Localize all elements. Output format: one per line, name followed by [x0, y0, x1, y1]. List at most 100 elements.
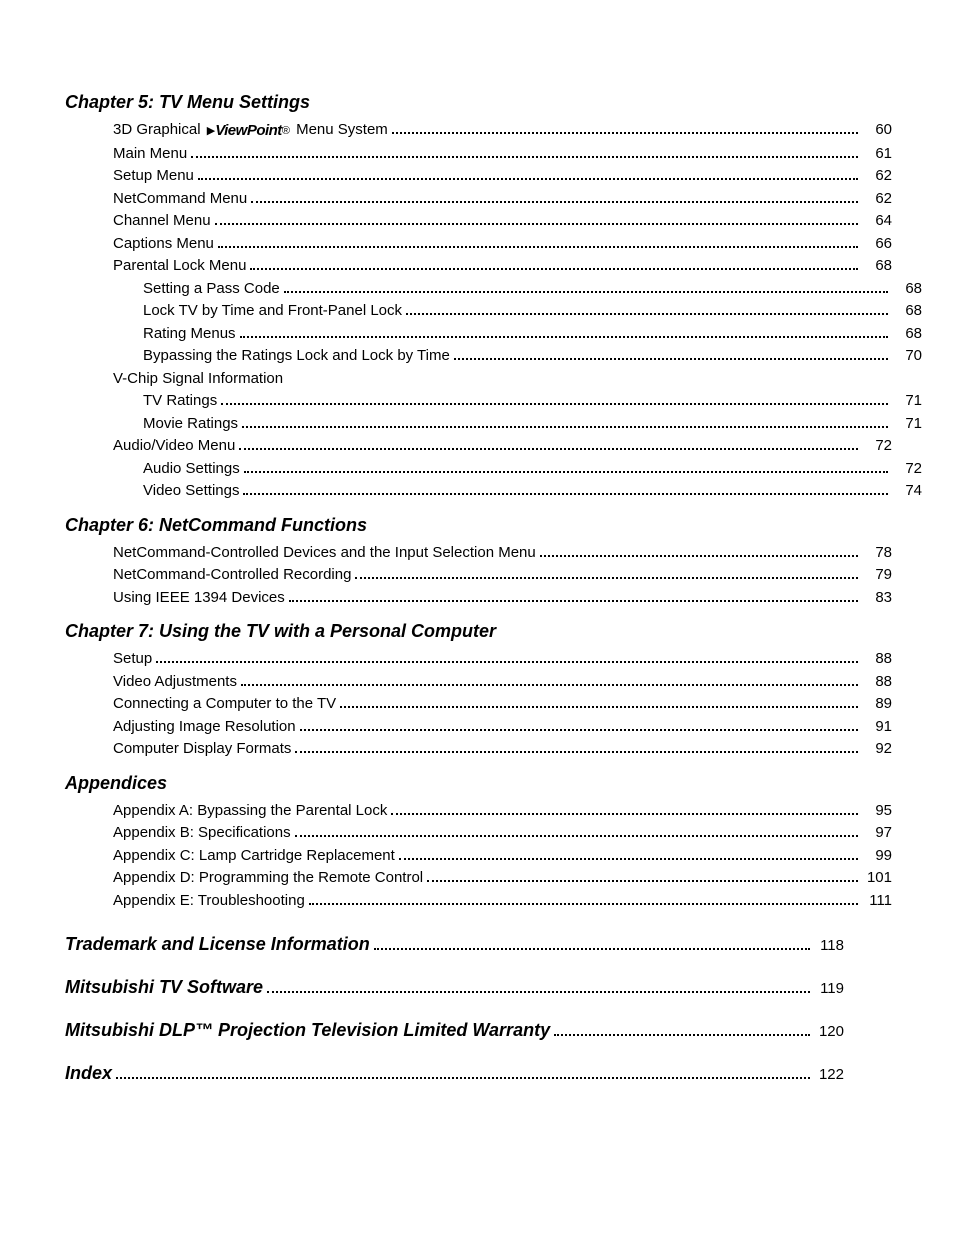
toc-entry: NetCommand-Controlled Recording 79 — [113, 564, 892, 587]
toc-entry-label: Audio Settings — [143, 458, 240, 481]
section-heading: Mitsubishi TV Software — [65, 977, 263, 998]
toc-entry-label: Audio/Video Menu — [113, 435, 235, 458]
toc-entry-page: 62 — [862, 188, 892, 211]
toc-entry-page: 71 — [892, 413, 922, 436]
toc-entry-page: 68 — [862, 255, 892, 278]
viewpoint-logo: ▶ViewPoint® — [207, 120, 290, 143]
triangle-icon: ▶ — [207, 123, 215, 140]
leader-dots — [243, 480, 888, 495]
leader-dots — [156, 648, 858, 663]
toc-entry: Rating Menus 68 — [143, 323, 922, 346]
toc-entry-page: 62 — [862, 165, 892, 188]
toc-entry-label: Appendix E: Troubleshooting — [113, 890, 305, 913]
toc-entry: Setup88 — [113, 648, 892, 671]
toc-entry-label: Bypassing the Ratings Lock and Lock by T… — [143, 345, 450, 368]
toc-entry-label: Appendix D: Programming the Remote Contr… — [113, 867, 423, 890]
chapter-heading: Appendices — [65, 773, 844, 794]
leader-dots — [267, 977, 810, 993]
toc-entry-page: 66 — [862, 233, 892, 256]
leader-dots — [309, 890, 858, 905]
registered-symbol: ® — [282, 123, 290, 140]
toc-entry-page: 88 — [862, 648, 892, 671]
toc-entry: Computer Display Formats92 — [113, 738, 892, 761]
toc-entry-page: 101 — [862, 867, 892, 890]
toc-entry-page: 60 — [862, 119, 892, 142]
toc-entry: Bypassing the Ratings Lock and Lock by T… — [143, 345, 922, 368]
section-page: 120 — [814, 1023, 844, 1040]
leader-dots — [540, 542, 858, 557]
toc-entry-label: Appendix B: Specifications — [113, 822, 291, 845]
toc-entry: Using IEEE 1394 Devices83 — [113, 587, 892, 610]
toc-section-entry: Trademark and License Information118 — [65, 934, 844, 955]
leader-dots — [295, 738, 858, 753]
toc-entry: Setting a Pass Code68 — [143, 278, 922, 301]
toc-entry: V-Chip Signal Information — [113, 368, 892, 391]
document-page: Chapter 5: TV Menu Settings3D Graphical … — [0, 0, 954, 1235]
toc-entry: Appendix C: Lamp Cartridge Replacement99 — [113, 845, 892, 868]
toc-entry: Parental Lock Menu68 — [113, 255, 892, 278]
toc-entry-label: Setup Menu — [113, 165, 194, 188]
toc-entry-page: 79 — [862, 564, 892, 587]
toc-entry: NetCommand-Controlled Devices and the In… — [113, 542, 892, 565]
toc-entry: Lock TV by Time and Front-Panel Lock68 — [143, 300, 922, 323]
toc-entry-label: Channel Menu — [113, 210, 211, 233]
toc-entry-page: 88 — [862, 671, 892, 694]
leader-dots — [242, 413, 888, 428]
toc-entry-label: NetCommand Menu — [113, 188, 247, 211]
toc-entry-page: 68 — [892, 323, 922, 346]
toc-entry: Movie Ratings71 — [143, 413, 922, 436]
logo-text: ViewPoint — [215, 120, 282, 143]
leader-dots — [241, 671, 858, 686]
toc-entry-page: 91 — [862, 716, 892, 739]
section-page: 119 — [814, 980, 844, 997]
section-heading: Index — [65, 1063, 112, 1084]
toc-entry-label: TV Ratings — [143, 390, 217, 413]
toc-section-entry: Index 122 — [65, 1063, 844, 1084]
toc-entry-label: Connecting a Computer to the TV — [113, 693, 336, 716]
toc-section-entry: Mitsubishi DLP™ Projection Television Li… — [65, 1020, 844, 1041]
toc-entry: Appendix D: Programming the Remote Contr… — [113, 867, 892, 890]
toc-entry-page: 68 — [892, 278, 922, 301]
leader-dots — [399, 845, 858, 860]
toc-entry-label: NetCommand-Controlled Recording — [113, 564, 351, 587]
leader-dots — [239, 435, 858, 450]
toc-entry-label: Main Menu — [113, 143, 187, 166]
toc-entry-page: 70 — [892, 345, 922, 368]
toc-entry-label: Video Settings — [143, 480, 239, 503]
toc-entry-page: 78 — [862, 542, 892, 565]
toc-entry: TV Ratings 71 — [143, 390, 922, 413]
toc-entry-page: 68 — [892, 300, 922, 323]
toc-entry-page: 74 — [892, 480, 922, 503]
toc-entry: Video Adjustments88 — [113, 671, 892, 694]
toc-entry: 3D Graphical ▶ViewPoint® Menu System60 — [113, 119, 892, 143]
toc-entry-page: 64 — [862, 210, 892, 233]
toc-entry: Audio/Video Menu 72 — [113, 435, 892, 458]
toc-entry: Setup Menu 62 — [113, 165, 892, 188]
toc-entry-page: 72 — [862, 435, 892, 458]
toc-entry-page: 97 — [862, 822, 892, 845]
toc-entry: Audio Settings 72 — [143, 458, 922, 481]
toc-entry-page: 72 — [892, 458, 922, 481]
leader-dots — [554, 1020, 810, 1036]
leader-dots — [116, 1063, 810, 1079]
leader-dots — [295, 822, 858, 837]
toc-entry-page: 71 — [892, 390, 922, 413]
section-page: 122 — [814, 1066, 844, 1083]
toc-entry-label: Captions Menu — [113, 233, 214, 256]
leader-dots — [340, 693, 858, 708]
leader-dots — [215, 210, 858, 225]
toc-entry-label: Computer Display Formats — [113, 738, 291, 761]
leader-dots — [300, 716, 858, 731]
leader-dots — [289, 587, 858, 602]
toc-entry-label: Rating Menus — [143, 323, 236, 346]
leader-dots — [240, 323, 888, 338]
leader-dots — [374, 934, 810, 950]
toc-entry: Video Settings 74 — [143, 480, 922, 503]
leader-dots — [221, 390, 888, 405]
toc-entry: Captions Menu 66 — [113, 233, 892, 256]
leader-dots — [284, 278, 888, 293]
toc-entry: Connecting a Computer to the TV 89 — [113, 693, 892, 716]
toc-entry-page: 89 — [862, 693, 892, 716]
leader-dots — [218, 233, 858, 248]
leader-dots — [198, 165, 858, 180]
